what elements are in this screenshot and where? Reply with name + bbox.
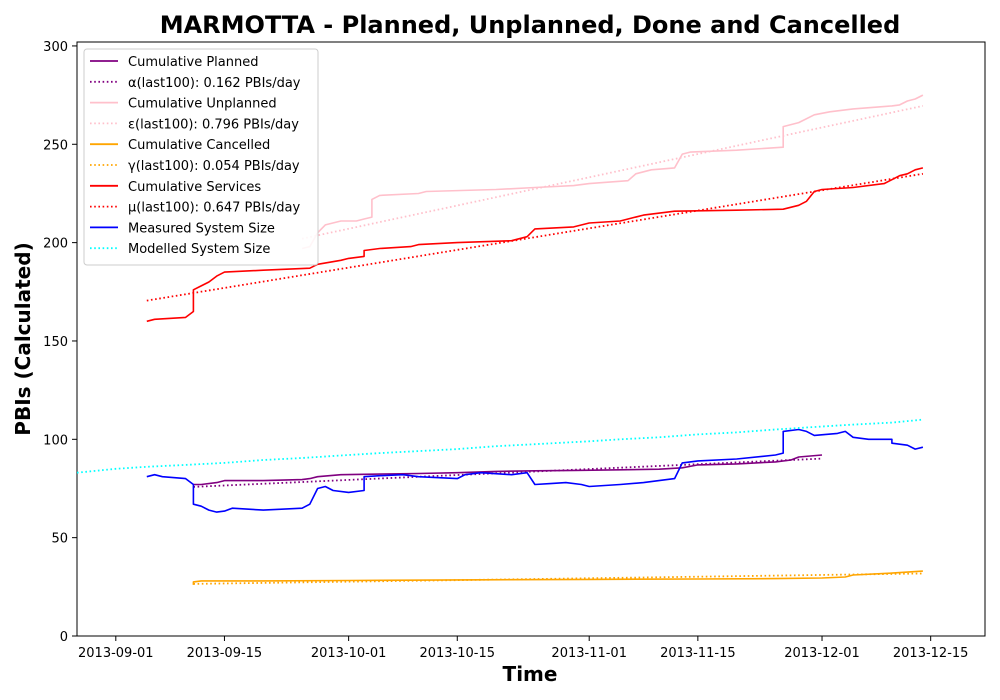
y-tick-label: 100 xyxy=(43,433,68,448)
legend-box xyxy=(83,48,319,266)
series-line-2 xyxy=(193,457,823,488)
axis-layer: 2013-09-01 2013-09-15 2013-10-01 2013-10-15… xyxy=(43,40,968,661)
legend-label-1: Cumulative Planned xyxy=(128,55,258,70)
series-layer xyxy=(76,94,924,585)
x-tick-label: 2013-12-01 xyxy=(784,646,860,661)
series-line-9 xyxy=(146,428,924,513)
x-axis-title: Time xyxy=(503,662,558,686)
legend-label-9: Measured System Size xyxy=(128,221,275,236)
series-line-10 xyxy=(76,418,923,474)
legend-label-5: Cumulative Cancelled xyxy=(128,138,270,153)
y-tick-label: 300 xyxy=(43,40,68,55)
legend-label-8: μ(last100): 0.647 PBIs/day xyxy=(128,201,300,216)
y-tick-label: 250 xyxy=(43,138,68,153)
chart-title: MARMOTTA - Planned, Unplanned, Done and … xyxy=(160,11,901,39)
x-tick-label: 2013-12-15 xyxy=(893,646,969,661)
legend-label-10: Modelled System Size xyxy=(128,242,270,257)
x-tick-label: 2013-10-01 xyxy=(311,646,387,661)
x-tick-label: 2013-09-01 xyxy=(78,646,154,661)
y-tick-label: 200 xyxy=(43,237,68,252)
legend: Cumulative Planned α(last100): 0.162 PBIs… xyxy=(83,48,319,266)
legend-label-6: γ(last100): 0.054 PBIs/day xyxy=(128,159,300,174)
series-line-1 xyxy=(193,454,823,486)
legend-label-3: Cumulative Unplanned xyxy=(128,97,277,112)
legend-label-4: ε(last100): 0.796 PBIs/day xyxy=(128,117,299,132)
series-line-5 xyxy=(192,570,923,585)
x-tick-label: 2013-10-15 xyxy=(419,646,495,661)
legend-label-7: Cumulative Services xyxy=(128,180,261,195)
legend-label-2: α(last100): 0.162 PBIs/day xyxy=(128,76,301,91)
y-tick-label: 0 xyxy=(60,630,68,645)
x-tick-label: 2013-11-15 xyxy=(660,646,736,661)
plot-area xyxy=(76,41,986,637)
x-tick-label: 2013-11-01 xyxy=(551,646,627,661)
series-line-3 xyxy=(301,94,924,250)
series-line-8 xyxy=(146,172,924,302)
series-line-4 xyxy=(301,105,924,240)
x-tick-label: 2013-09-15 xyxy=(187,646,263,661)
y-axis-title: PBIs (Calculated) xyxy=(11,242,35,435)
y-tick-label: 50 xyxy=(51,532,68,547)
y-tick-label: 150 xyxy=(43,335,68,350)
